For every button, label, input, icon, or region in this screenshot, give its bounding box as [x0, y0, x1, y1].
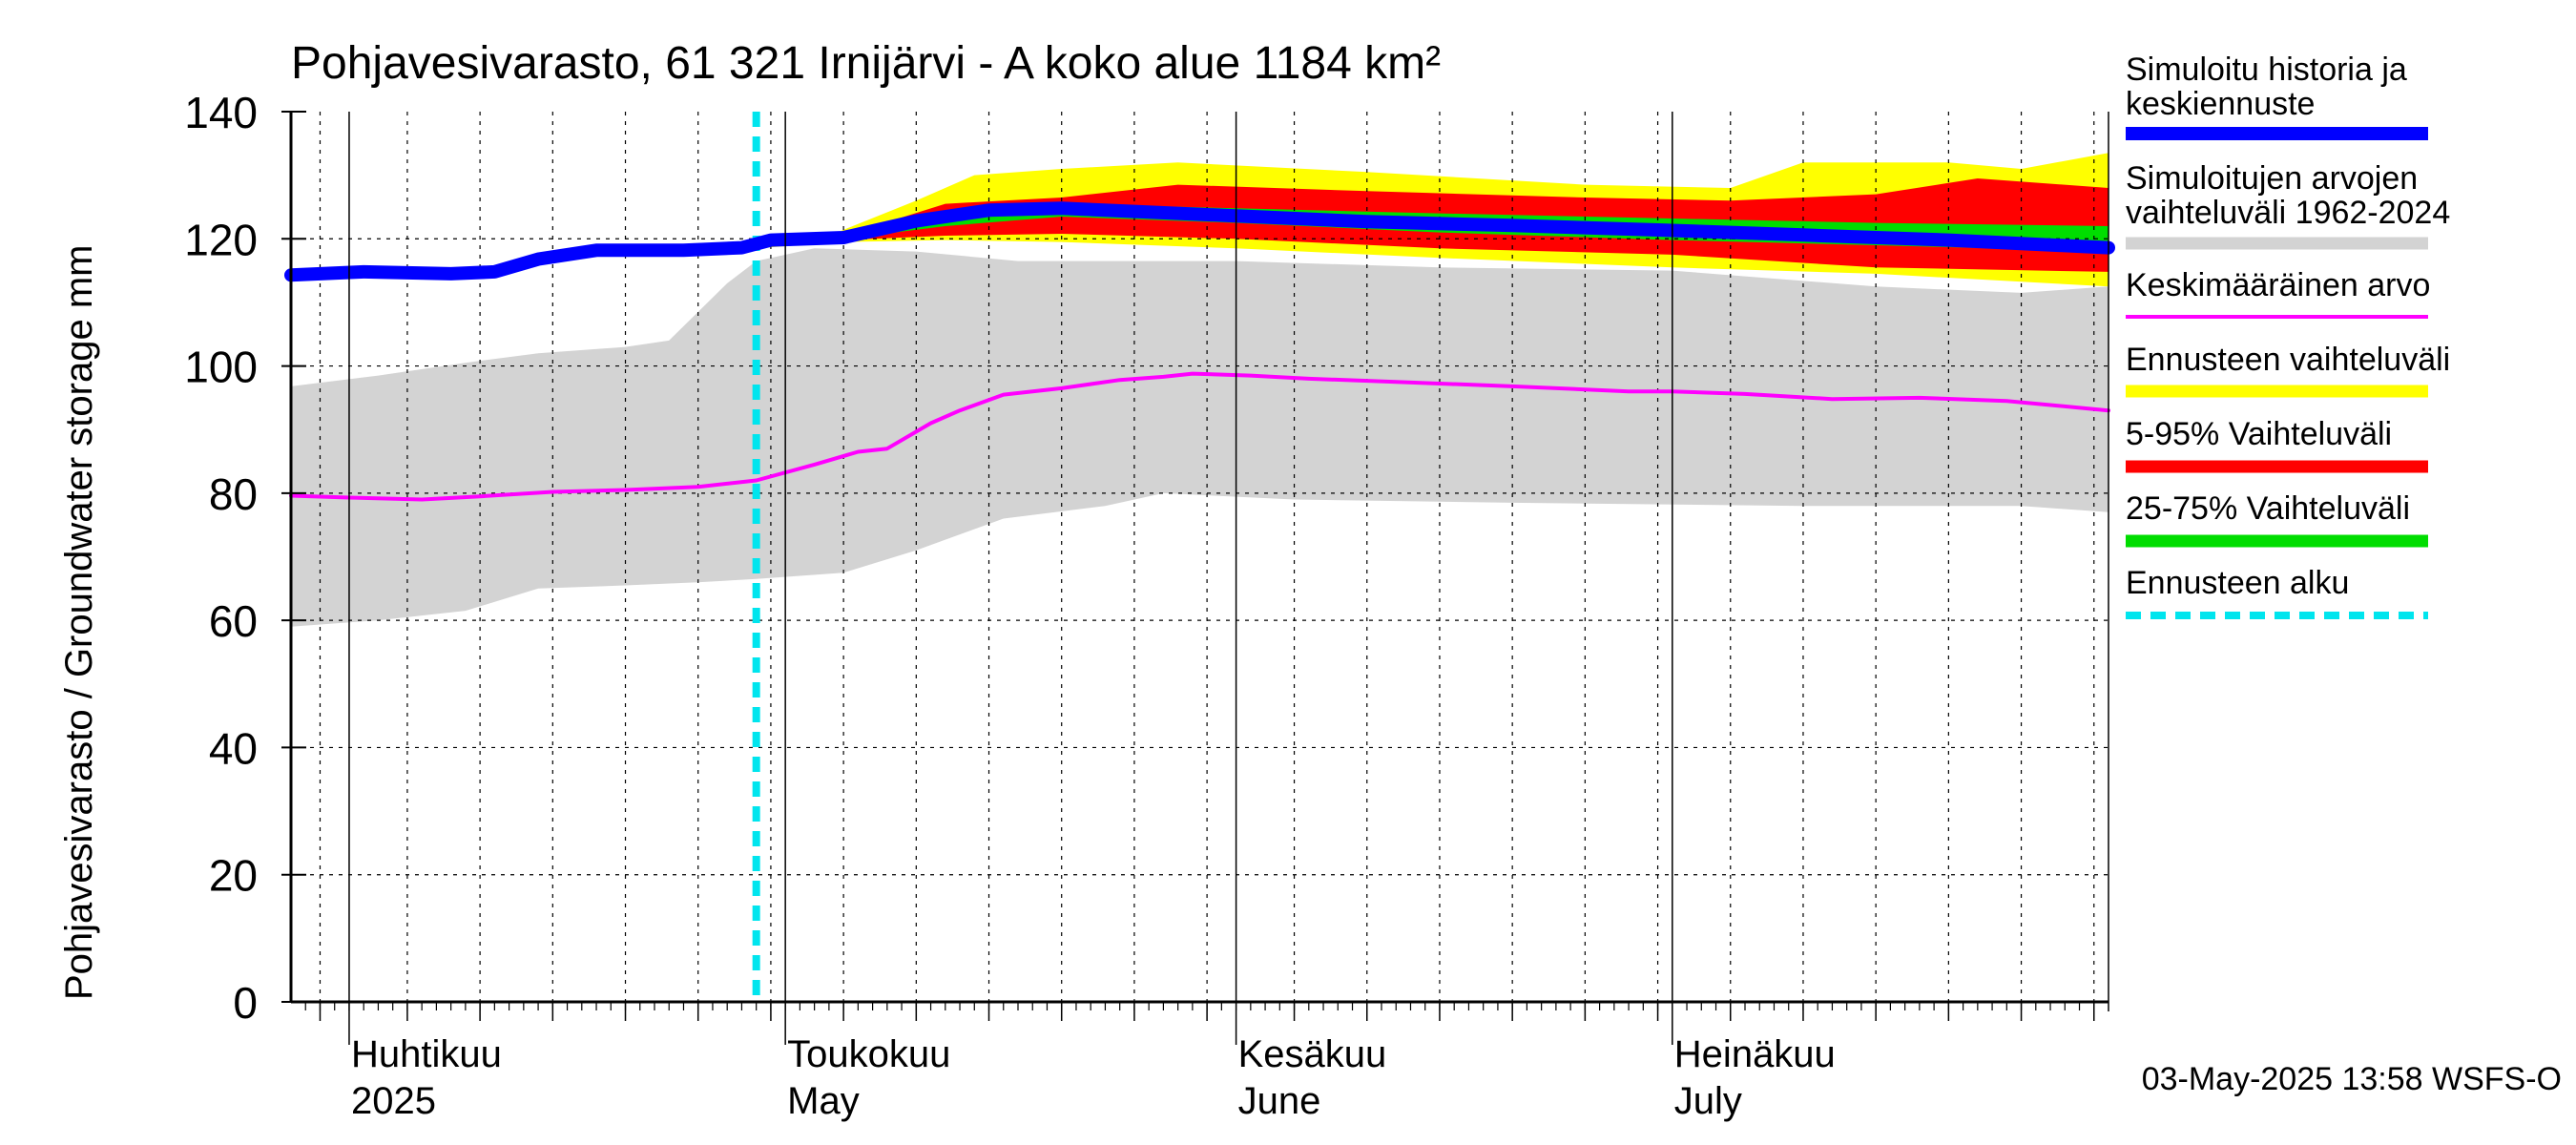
y-tick-label: 0 [233, 978, 258, 1028]
series-line-simuloitu-historia-ja-keskiennuste [284, 201, 2115, 282]
legend-label-3: Keskimääräinen arvo [2126, 267, 2430, 303]
timestamp: 03-May-2025 13:58 WSFS-O [2142, 1061, 2562, 1097]
y-tick-label: 120 [184, 215, 258, 264]
y-tick-label: 20 [209, 851, 258, 901]
y-tick-label: 80 [209, 469, 258, 519]
grid-layer [291, 112, 2109, 1002]
legend-label-4: Ennusteen vaihteluväli [2126, 342, 2450, 378]
x-month-label-en: July [1674, 1080, 1742, 1122]
legend-label-6: 25-75% Vaihteluväli [2126, 490, 2410, 527]
bands-layer [291, 153, 2109, 627]
legend: Simuloitu historia ja keskiennusteSimuloi… [2126, 52, 2450, 619]
series-line-keskim-r-inen-arvo [289, 371, 2110, 502]
legend-label-2: Simuloitujen arvojen vaihteluväli 1962-20… [2126, 160, 2450, 231]
y-tick-label: 140 [184, 88, 258, 137]
x-month-label-en: May [787, 1080, 860, 1122]
y-tick-label: 60 [209, 596, 258, 646]
legend-label-line: keskiennuste [2126, 86, 2315, 122]
legend-label-7: Ennusteen alku [2126, 565, 2349, 601]
band-simuloitujen-arvojen-vaihteluv-li-1962-2024 [291, 248, 2109, 627]
axes-layer: 0 20 40 60 80 100 120 140 Huhtikuu 2025 Toukokuu Ma… [184, 88, 2109, 1122]
y-tick-label: 100 [184, 343, 258, 392]
legend-label-5: 5-95% Vaihteluväli [2126, 416, 2392, 452]
x-month-label-fi: Huhtikuu [351, 1033, 502, 1075]
legend-label-line: vaihteluväli 1962-2024 [2126, 195, 2450, 231]
x-month-label-fi: Heinäkuu [1674, 1033, 1836, 1075]
x-month-label-fi: Kesäkuu [1238, 1033, 1387, 1075]
legend-label-line: Simuloitu historia ja [2126, 52, 2407, 88]
x-month-label-en: June [1238, 1080, 1321, 1122]
x-month-label-fi: Toukokuu [787, 1033, 950, 1075]
lines-layer [284, 112, 2115, 1002]
chart-title: Pohjavesivarasto, 61 321 Irnijärvi - A k… [291, 38, 1441, 89]
legend-label-line: Simuloitujen arvojen [2126, 160, 2418, 197]
y-axis-label: Pohjavesivarasto / Groundwater storage m… [58, 245, 100, 1000]
y-tick-label: 40 [209, 723, 258, 773]
x-month-label-en: 2025 [351, 1080, 436, 1122]
legend-label-1: Simuloitu historia ja keskiennuste [2126, 52, 2407, 122]
